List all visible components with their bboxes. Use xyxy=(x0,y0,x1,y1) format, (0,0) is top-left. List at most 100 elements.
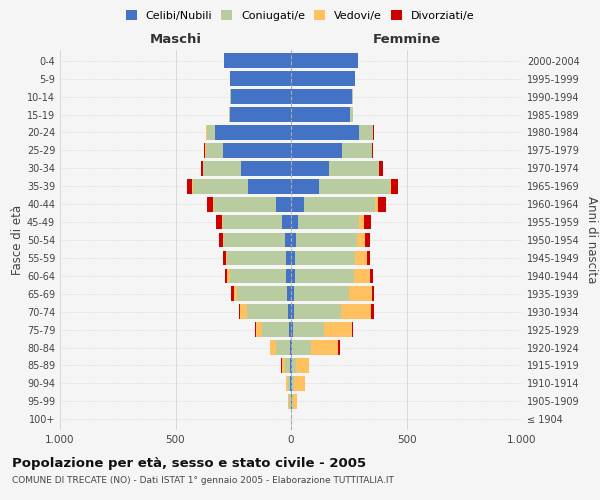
Bar xyxy=(291,394,298,408)
Bar xyxy=(286,268,291,283)
Bar xyxy=(215,125,291,140)
Bar xyxy=(291,161,383,176)
Bar xyxy=(291,72,355,86)
Bar xyxy=(291,90,353,104)
Bar xyxy=(289,394,291,408)
Bar xyxy=(230,72,291,86)
Bar xyxy=(217,214,291,230)
Bar xyxy=(206,143,291,158)
Bar xyxy=(291,143,372,158)
Bar xyxy=(203,161,291,176)
Bar xyxy=(224,232,291,248)
Bar xyxy=(227,268,291,283)
Text: Femmine: Femmine xyxy=(373,33,440,46)
Bar xyxy=(240,304,291,319)
Bar xyxy=(291,161,379,176)
Bar xyxy=(291,304,295,319)
Bar xyxy=(291,250,295,266)
Bar xyxy=(223,143,291,158)
Bar xyxy=(286,376,291,390)
Bar xyxy=(291,214,371,230)
Bar xyxy=(291,179,398,194)
Bar xyxy=(291,179,391,194)
Bar xyxy=(291,54,358,68)
Bar xyxy=(193,179,291,194)
Bar xyxy=(282,214,291,230)
Bar xyxy=(230,107,291,122)
Y-axis label: Anni di nascita: Anni di nascita xyxy=(585,196,598,284)
Bar xyxy=(288,394,291,408)
Bar xyxy=(225,268,291,283)
Bar xyxy=(232,286,291,301)
Bar xyxy=(291,161,329,176)
Bar xyxy=(291,90,353,104)
Bar xyxy=(193,179,291,194)
Bar xyxy=(270,340,291,355)
Bar xyxy=(227,250,291,266)
Bar xyxy=(291,72,355,86)
Bar xyxy=(288,394,291,408)
Bar xyxy=(291,286,295,301)
Bar xyxy=(223,214,291,230)
Bar xyxy=(291,232,370,248)
Bar xyxy=(291,197,376,212)
Text: Maschi: Maschi xyxy=(149,33,202,46)
Bar xyxy=(291,90,352,104)
Bar xyxy=(291,197,386,212)
Bar xyxy=(230,268,291,283)
Bar xyxy=(290,340,291,355)
Bar xyxy=(291,286,372,301)
Bar xyxy=(291,268,295,283)
Bar xyxy=(291,197,304,212)
Bar xyxy=(291,322,293,337)
Bar xyxy=(291,358,296,373)
Bar xyxy=(255,322,291,337)
Bar xyxy=(222,214,291,230)
Bar xyxy=(291,125,373,140)
Bar xyxy=(229,107,291,122)
Bar xyxy=(205,143,291,158)
Bar xyxy=(291,107,353,122)
Bar xyxy=(187,179,291,194)
Bar xyxy=(291,376,305,390)
Bar xyxy=(262,322,291,337)
Bar xyxy=(291,107,353,122)
Bar xyxy=(285,232,291,248)
Bar xyxy=(291,322,325,337)
Bar xyxy=(241,161,291,176)
Bar xyxy=(291,143,373,158)
Bar xyxy=(291,286,374,301)
Bar xyxy=(291,54,358,68)
Bar xyxy=(291,358,309,373)
Bar xyxy=(291,322,353,337)
Bar xyxy=(291,90,353,104)
Bar xyxy=(291,304,374,319)
Bar xyxy=(291,179,319,194)
Bar xyxy=(239,304,291,319)
Bar xyxy=(291,232,296,248)
Bar xyxy=(291,107,350,122)
Bar xyxy=(287,376,291,390)
Bar xyxy=(223,250,291,266)
Bar xyxy=(204,143,291,158)
Text: Popolazione per età, sesso e stato civile - 2005: Popolazione per età, sesso e stato civil… xyxy=(12,458,366,470)
Bar xyxy=(220,232,291,248)
Bar xyxy=(256,322,291,337)
Bar xyxy=(291,250,370,266)
Bar xyxy=(226,250,291,266)
Bar xyxy=(291,214,364,230)
Bar xyxy=(291,394,293,408)
Bar xyxy=(291,304,341,319)
Bar xyxy=(234,286,291,301)
Bar xyxy=(230,72,291,86)
Bar xyxy=(287,286,291,301)
Bar xyxy=(231,90,291,104)
Bar xyxy=(282,358,291,373)
Bar xyxy=(291,268,354,283)
Bar xyxy=(224,54,291,68)
Bar xyxy=(291,340,311,355)
Bar xyxy=(291,358,292,373)
Bar xyxy=(291,250,367,266)
Bar xyxy=(291,286,349,301)
Bar xyxy=(213,197,291,212)
